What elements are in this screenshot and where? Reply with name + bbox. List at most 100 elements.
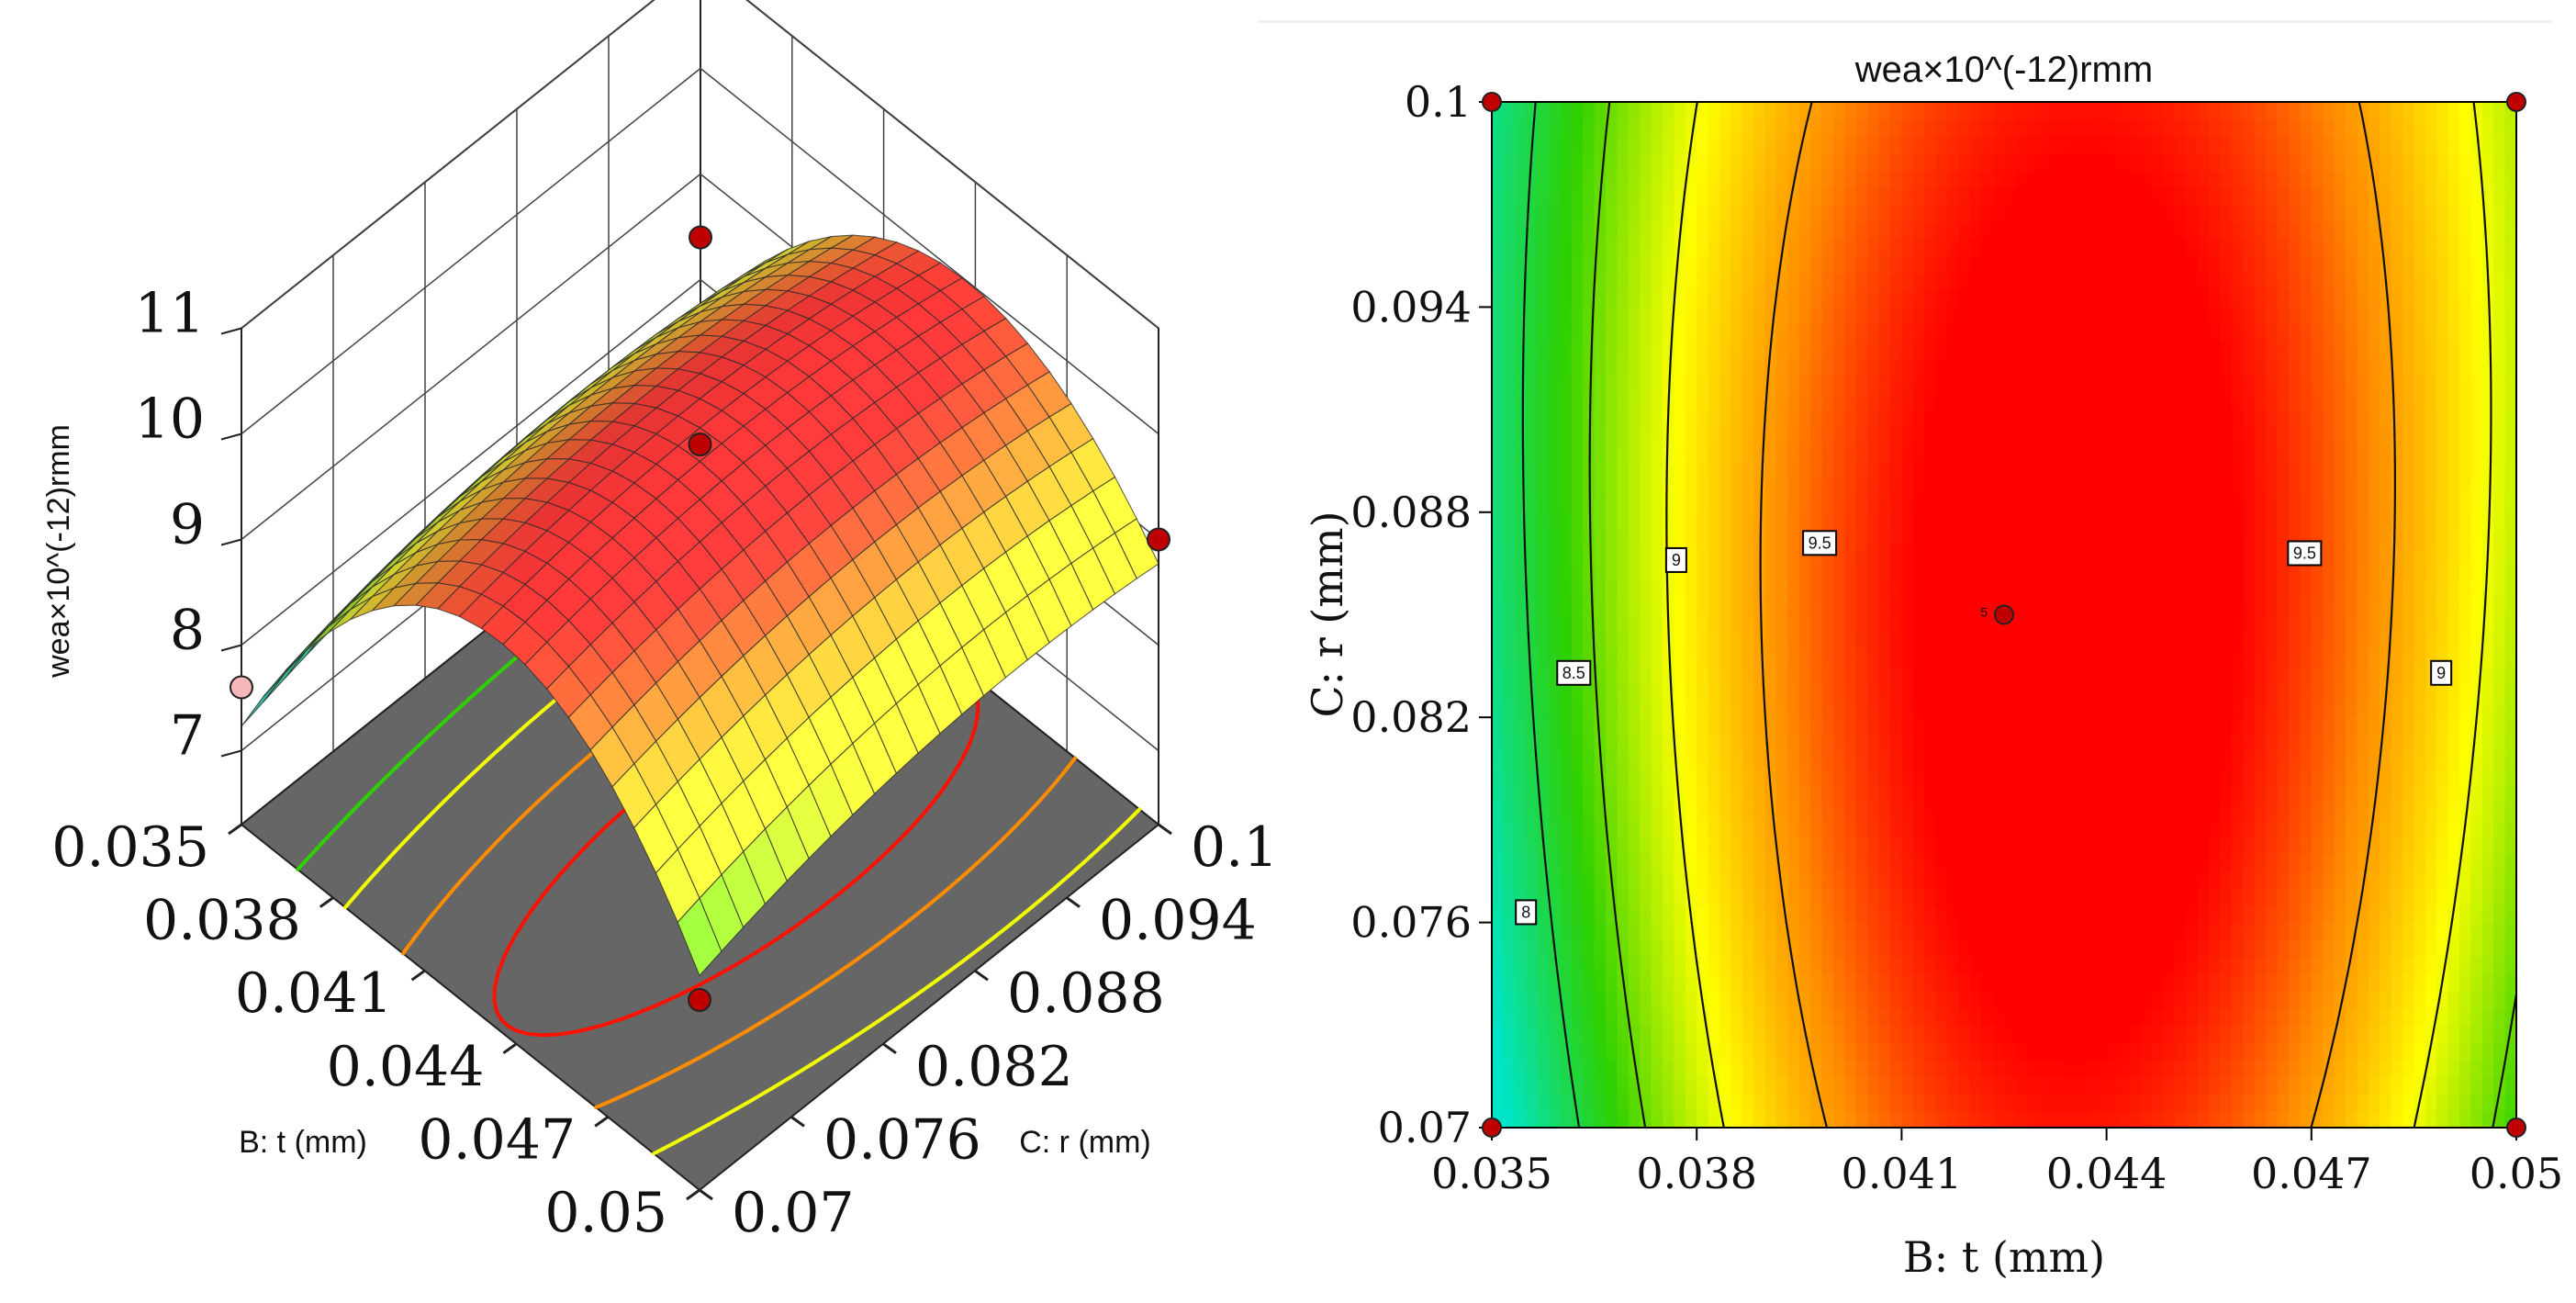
- heatmap-cell: [1969, 444, 1982, 462]
- heatmap-cell: [1878, 1110, 1891, 1129]
- heatmap-cell: [1742, 392, 1754, 410]
- heatmap-cell: [1514, 871, 1527, 889]
- heatmap-cell: [1981, 358, 1994, 376]
- design-points-3d: [230, 225, 1170, 1012]
- heatmap-cell: [2140, 1007, 2153, 1026]
- heatmap-cell: [2243, 614, 2256, 633]
- heatmap-cell: [2083, 769, 2096, 787]
- heatmap-cell: [1663, 529, 1674, 547]
- heatmap-cell: [1742, 529, 1754, 547]
- heatmap-cell: [1833, 358, 1845, 376]
- heatmap-cell: [2140, 392, 2153, 410]
- heatmap-cell: [1526, 511, 1539, 531]
- heatmap-cell: [1719, 717, 1731, 736]
- heatmap-cell: [1810, 991, 1823, 1009]
- heatmap-cell: [2118, 341, 2130, 359]
- heatmap-cell: [2095, 939, 2108, 958]
- heatmap-cell: [1890, 854, 1902, 872]
- heatmap-cell: [1617, 255, 1630, 274]
- heatmap-cell: [1628, 392, 1641, 410]
- heatmap-cell: [1776, 341, 1788, 359]
- floor-contour-line: [499, 833, 506, 839]
- heatmap-cell: [2118, 170, 2130, 188]
- heatmap-cell: [2197, 102, 2210, 120]
- heatmap-cell: [1833, 444, 1845, 462]
- heatmap-cell: [1571, 495, 1584, 513]
- heatmap-cell: [1708, 324, 1720, 343]
- heatmap-cell: [1617, 238, 1630, 257]
- heatmap-cell: [1492, 1007, 1504, 1026]
- heatmap-cell: [1628, 922, 1641, 940]
- heatmap-cell: [2118, 511, 2130, 531]
- heatmap-cell: [1514, 991, 1527, 1009]
- heatmap-cell: [1844, 769, 1857, 787]
- heatmap-cell: [2197, 118, 2210, 137]
- heatmap-cell: [2083, 632, 2096, 650]
- heatmap-cell: [1833, 1025, 1845, 1043]
- heatmap-cell: [1890, 1110, 1902, 1129]
- heatmap-cell: [1640, 289, 1652, 308]
- heatmap-cell: [1924, 648, 1937, 667]
- heatmap-cell: [1492, 529, 1504, 547]
- heatmap-cell: [1992, 426, 2005, 444]
- heatmap-cell: [1890, 1076, 1902, 1095]
- heatmap-cell: [1958, 837, 1971, 855]
- heatmap-cell: [1549, 238, 1561, 257]
- heatmap-cell: [2163, 273, 2176, 291]
- heatmap-cell: [1901, 682, 1914, 702]
- heatmap-cell: [2026, 614, 2039, 633]
- heatmap-cell: [1537, 1093, 1550, 1111]
- heatmap-cell: [1663, 187, 1674, 206]
- heatmap-cell: [1844, 991, 1857, 1009]
- heatmap-cell: [1776, 289, 1788, 308]
- heatmap-cell: [2026, 495, 2039, 513]
- heatmap-cell: [1833, 1093, 1845, 1111]
- heatmap-cell: [2106, 392, 2119, 410]
- y-tick-label: 0.094: [1099, 889, 1257, 953]
- heatmap-cell: [2015, 700, 2028, 718]
- heatmap-cell: [2038, 495, 2051, 513]
- heatmap-cell: [2049, 717, 2062, 736]
- heatmap-cell: [2083, 238, 2096, 257]
- heatmap-cell: [1981, 529, 1994, 547]
- heatmap-cell: [2015, 477, 2028, 496]
- heatmap-cell: [1674, 1007, 1686, 1026]
- heatmap-cell: [1742, 152, 1754, 172]
- heatmap-cell: [2015, 546, 2028, 565]
- heatmap-cell: [1606, 1041, 1618, 1061]
- heatmap-cell: [1798, 819, 1811, 838]
- heatmap-cell: [2004, 632, 2016, 650]
- heatmap-cell: [1878, 973, 1891, 992]
- heatmap-cell: [1981, 410, 1994, 428]
- heatmap-cell: [1583, 819, 1596, 838]
- heatmap-cell: [1537, 991, 1550, 1009]
- heatmap-cell: [1526, 324, 1539, 343]
- heatmap-cell: [2152, 1076, 2165, 1095]
- heatmap-cell: [1651, 614, 1663, 633]
- heatmap-cell: [1833, 888, 1845, 906]
- heatmap-cell: [1503, 837, 1516, 855]
- heatmap-cell: [2186, 495, 2199, 513]
- heatmap-cell: [1787, 1041, 1800, 1061]
- heatmap-cell: [1798, 238, 1811, 257]
- heatmap-cell: [1867, 991, 1880, 1009]
- heatmap-cell: [2004, 426, 2016, 444]
- heatmap-cell: [1583, 922, 1596, 940]
- heatmap-cell: [1912, 255, 1925, 274]
- heatmap-cell: [1594, 495, 1607, 513]
- heatmap-cell: [1526, 837, 1539, 855]
- design-point-3d: [688, 988, 711, 1012]
- heatmap-cell: [2083, 170, 2096, 188]
- heatmap-cell: [1821, 187, 1834, 206]
- heatmap-cell: [2232, 991, 2244, 1009]
- heatmap-cell: [1583, 563, 1596, 581]
- heatmap-cell: [2083, 375, 2096, 394]
- heatmap-cell: [1798, 648, 1811, 667]
- heatmap-cell: [1560, 307, 1573, 325]
- heatmap-cell: [1764, 102, 1777, 120]
- heatmap-cell: [2129, 682, 2142, 702]
- heatmap-cell: [1560, 854, 1573, 872]
- heatmap-cell: [1674, 375, 1686, 394]
- heatmap-cell: [1730, 477, 1743, 496]
- heatmap-cell: [1833, 1059, 1845, 1077]
